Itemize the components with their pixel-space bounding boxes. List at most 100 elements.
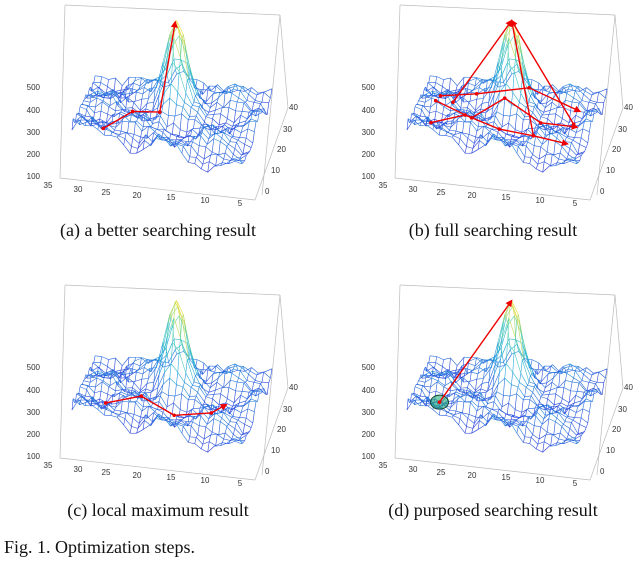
mesh-line <box>212 118 220 126</box>
mesh-line <box>131 392 133 396</box>
mesh-line <box>548 418 556 422</box>
mesh-line <box>117 393 120 404</box>
mesh-line <box>192 421 200 426</box>
mesh-line <box>468 381 471 383</box>
z-tick-label: 500 <box>362 363 376 372</box>
mesh-line <box>117 105 125 112</box>
mesh-line <box>181 318 189 360</box>
mesh-line <box>232 402 235 407</box>
mesh-line <box>123 370 126 378</box>
mesh-line <box>166 41 169 59</box>
mesh-line <box>205 396 213 400</box>
mesh-line <box>547 124 550 134</box>
mesh-line <box>459 418 467 427</box>
mesh-line <box>500 338 503 358</box>
mesh-line <box>188 436 191 443</box>
mesh-line <box>423 385 431 388</box>
mesh-line <box>208 107 211 113</box>
mesh-line <box>181 106 184 114</box>
mesh-line <box>249 398 252 402</box>
mesh-line <box>113 110 116 117</box>
mesh-line <box>147 360 150 364</box>
mesh-line <box>216 377 219 383</box>
mesh-line <box>244 120 247 126</box>
mesh-line <box>531 414 534 417</box>
mesh-line <box>92 96 94 98</box>
mesh-line <box>234 408 242 413</box>
mesh-line <box>257 391 260 402</box>
search-path <box>102 20 178 129</box>
mesh-line <box>410 113 412 122</box>
mesh-line <box>242 111 250 113</box>
mesh-line <box>503 82 506 86</box>
mesh-line <box>254 94 258 101</box>
mesh-line <box>123 88 131 92</box>
mesh-line <box>414 106 422 110</box>
mesh-line <box>563 440 566 444</box>
mesh-line <box>485 360 494 372</box>
mesh-line <box>511 422 514 425</box>
mesh-line <box>221 158 224 163</box>
mesh-line <box>154 128 157 132</box>
mesh-line <box>503 34 506 42</box>
mesh-line <box>150 421 153 426</box>
mesh-line <box>517 417 520 420</box>
mesh-line <box>530 366 538 375</box>
mesh-line <box>205 146 213 153</box>
mesh-line <box>266 382 270 395</box>
mesh-line <box>518 146 526 158</box>
mesh-line <box>573 97 581 103</box>
mesh-line <box>420 109 422 117</box>
mesh-line <box>435 390 443 395</box>
mesh-line <box>85 115 93 118</box>
mesh-line <box>566 88 569 94</box>
mesh-line <box>467 391 470 394</box>
mesh-line <box>175 422 178 425</box>
mesh-line <box>157 76 160 81</box>
mesh-line <box>94 75 102 77</box>
mesh-line <box>536 411 544 420</box>
y-tick-label: 30 <box>283 125 292 134</box>
mesh-line <box>157 121 160 130</box>
mesh-line <box>125 93 133 99</box>
mesh-line <box>521 399 524 413</box>
mesh-line <box>518 314 521 325</box>
mesh-line <box>527 358 530 369</box>
mesh-line <box>580 100 583 103</box>
mesh-line <box>218 141 221 155</box>
mesh-line <box>97 403 105 409</box>
mesh-line <box>174 113 182 117</box>
mesh-line <box>238 377 246 383</box>
mesh-line <box>104 373 107 376</box>
mesh-line <box>84 402 87 406</box>
mesh-line <box>235 124 238 127</box>
mesh-line <box>533 386 542 397</box>
mesh-line <box>194 86 196 89</box>
mesh-line <box>590 390 593 397</box>
mesh-line <box>207 138 214 145</box>
mesh-line <box>500 138 502 142</box>
mesh-line <box>515 138 518 141</box>
mesh-line <box>84 117 92 127</box>
mesh-line <box>239 120 246 124</box>
mesh-line <box>443 121 446 126</box>
mesh-line <box>536 404 539 407</box>
mesh-line <box>228 421 231 425</box>
mesh-line <box>433 372 436 377</box>
mesh-line <box>221 417 229 425</box>
mesh-line <box>449 91 452 93</box>
mesh-line <box>104 406 106 416</box>
mesh-line <box>440 86 443 94</box>
mesh-line <box>263 91 271 99</box>
mesh-line <box>227 366 230 369</box>
mesh-line <box>441 129 449 134</box>
mesh-line <box>520 53 523 64</box>
axis-line <box>394 177 591 201</box>
y-tick-label: 20 <box>277 425 286 434</box>
mesh-line <box>513 129 516 138</box>
mesh-line <box>568 395 576 403</box>
mesh-line <box>100 381 103 392</box>
mesh-line <box>459 138 467 147</box>
mesh-line <box>541 93 549 102</box>
mesh-line <box>90 86 98 96</box>
